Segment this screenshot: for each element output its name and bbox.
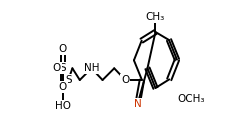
Text: O: O [52,63,60,73]
Text: HO: HO [55,102,71,111]
Text: O: O [121,75,129,85]
Text: CH₃: CH₃ [146,12,165,22]
Text: NH: NH [84,63,99,73]
Text: O: O [59,44,67,54]
Text: N: N [134,99,142,109]
Text: S: S [65,75,72,85]
Text: OCH₃: OCH₃ [178,94,205,104]
Text: S: S [60,63,66,73]
Text: O: O [59,82,67,92]
